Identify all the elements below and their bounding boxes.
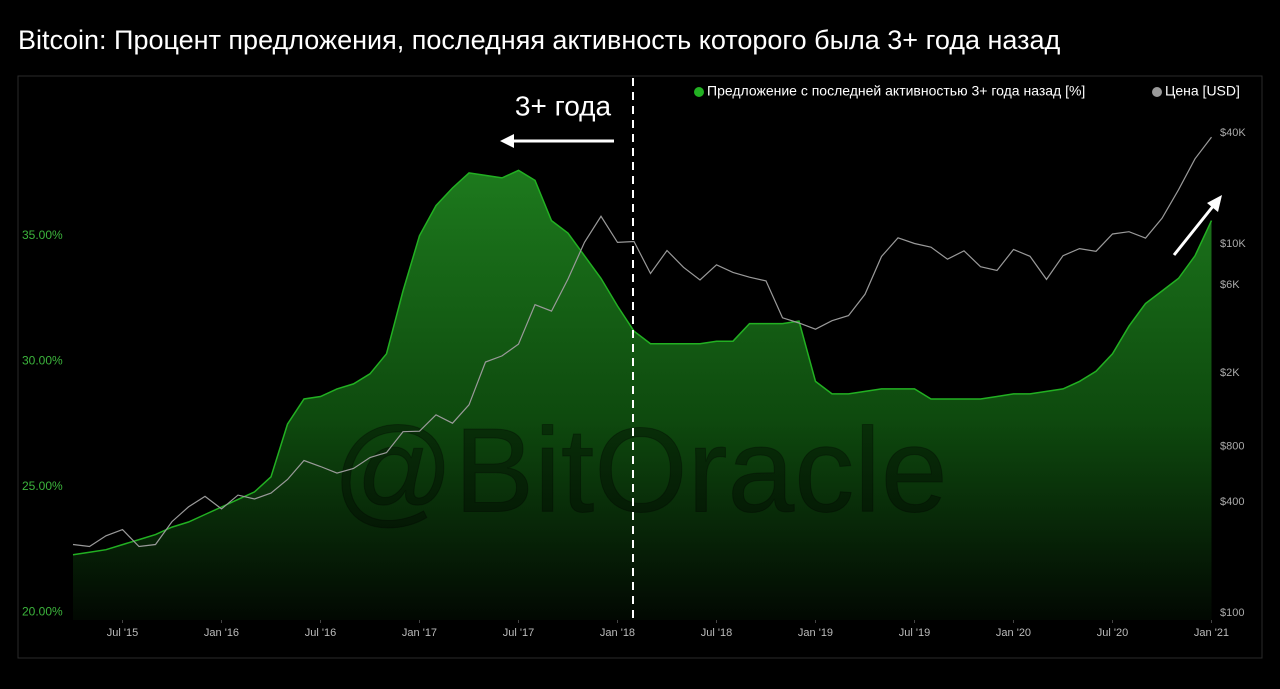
x-tick-label: Jul '20: [1097, 627, 1128, 639]
y2-tick-label: $6K: [1220, 279, 1240, 291]
x-tick-label: Jan '21: [1194, 627, 1229, 639]
watermark: @BitOracle: [332, 404, 947, 538]
x-tick-label: Jul '19: [899, 627, 930, 639]
y2-tick-label: $40K: [1220, 127, 1246, 139]
plot: 20.00% 25.00% 30.00% 35.00% $100 $400 $800 $2K $…: [22, 127, 1246, 639]
y-tick-label: 35.00%: [22, 228, 63, 242]
x-tick-label: Jul '18: [701, 627, 732, 639]
y2-tick-label: $800: [1220, 441, 1244, 453]
y2-tick-label: $10K: [1220, 238, 1246, 250]
y-tick-label: 20.00%: [22, 605, 63, 619]
y-tick-label: 25.00%: [22, 479, 63, 493]
price-line: [72, 136, 1212, 548]
annotation: 3+ года: [515, 90, 612, 121]
legend-label: Цена [USD]: [1165, 83, 1240, 99]
arrow-head: [1207, 195, 1222, 212]
x-tick-label: Jan '18: [600, 627, 635, 639]
panel: [17, 75, 1263, 659]
area-fill: [73, 170, 1212, 620]
x-tick-label: Jan '19: [798, 627, 833, 639]
x-tick-label: Jan '16: [204, 627, 239, 639]
x-tick-label: Jan '17: [402, 627, 437, 639]
x-tick-label: Jul '16: [305, 627, 336, 639]
legend-swatch: [694, 87, 704, 97]
x-tick-label: Jul '15: [107, 627, 138, 639]
y2-tick-label: $100: [1220, 607, 1244, 619]
legend-label: Предложение с последней активностью 3+ г…: [707, 83, 1085, 99]
y-tick-label: 30.00%: [22, 353, 63, 367]
y2-tick-label: $400: [1220, 496, 1244, 508]
legend-swatch: [1152, 87, 1162, 97]
area-line: [72, 169, 1213, 556]
x-tick-label: Jul '17: [503, 627, 534, 639]
chart-title: Bitcoin: Процент предложения, последняя …: [18, 25, 1061, 55]
arrow: [1172, 204, 1216, 256]
y2-tick-label: $2K: [1220, 367, 1240, 379]
x-tick-label: Jan '20: [996, 627, 1031, 639]
arrow-head: [500, 134, 514, 148]
